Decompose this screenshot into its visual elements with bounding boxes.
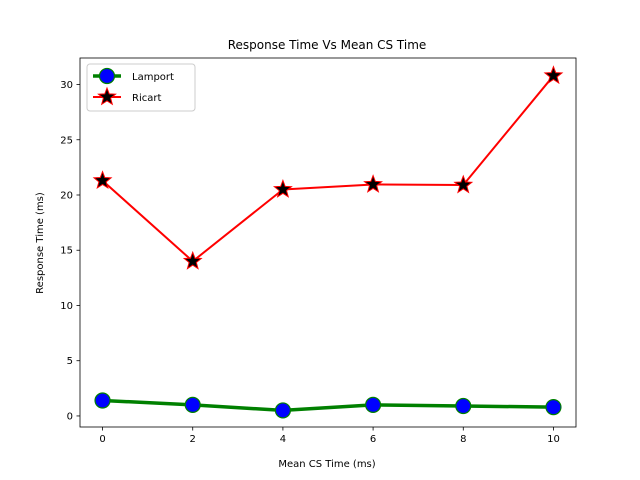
x-axis-label: Mean CS Time (ms) <box>278 459 375 470</box>
legend-label: Lamport <box>132 72 174 83</box>
data-point <box>94 392 111 409</box>
x-axis-ticks: 0 2 4 6 8 10 <box>99 427 560 445</box>
y-tick-label: 10 <box>60 301 73 312</box>
plot-frame <box>79 57 577 428</box>
plot-border <box>79 57 577 428</box>
y-tick-label: 30 <box>60 80 73 91</box>
y-tick-label: 20 <box>60 190 73 201</box>
series-line <box>102 398 554 413</box>
legend-label: Ricart <box>132 93 161 104</box>
data-point <box>543 65 564 85</box>
x-tick-label: 4 <box>280 434 286 445</box>
y-axis-ticks: 0 5 10 15 20 25 30 <box>60 80 80 422</box>
data-point <box>272 179 293 198</box>
x-tick-label: 0 <box>99 434 105 445</box>
y-axis-label: Response Time (ms) <box>35 192 46 294</box>
series-lamport <box>94 392 562 419</box>
legend-item: Ricart <box>93 86 161 106</box>
y-tick-label: 0 <box>67 411 73 422</box>
x-tick-label: 6 <box>370 434 376 445</box>
y-tick-label: 15 <box>60 246 73 257</box>
legend-item: Lamport <box>93 67 174 85</box>
legend-marker <box>98 67 116 85</box>
x-tick-label: 2 <box>190 434 196 445</box>
y-tick-label: 5 <box>67 356 73 367</box>
data-point <box>364 396 382 414</box>
data-point <box>455 397 472 415</box>
series-layer <box>92 65 564 419</box>
data-point <box>182 250 203 270</box>
data-point <box>453 174 474 194</box>
series-ricart <box>92 65 564 270</box>
data-point <box>363 174 383 193</box>
data-point <box>274 402 292 419</box>
data-point <box>545 399 562 416</box>
data-point <box>184 396 201 414</box>
y-tick-label: 25 <box>60 135 73 146</box>
legend: Lamport Ricart <box>86 63 196 112</box>
chart-title: Response Time Vs Mean CS Time <box>228 38 427 52</box>
series-line <box>101 75 555 263</box>
data-point <box>92 170 113 190</box>
x-tick-label: 10 <box>547 434 560 445</box>
legend-marker <box>97 86 117 106</box>
x-tick-label: 8 <box>460 434 466 445</box>
